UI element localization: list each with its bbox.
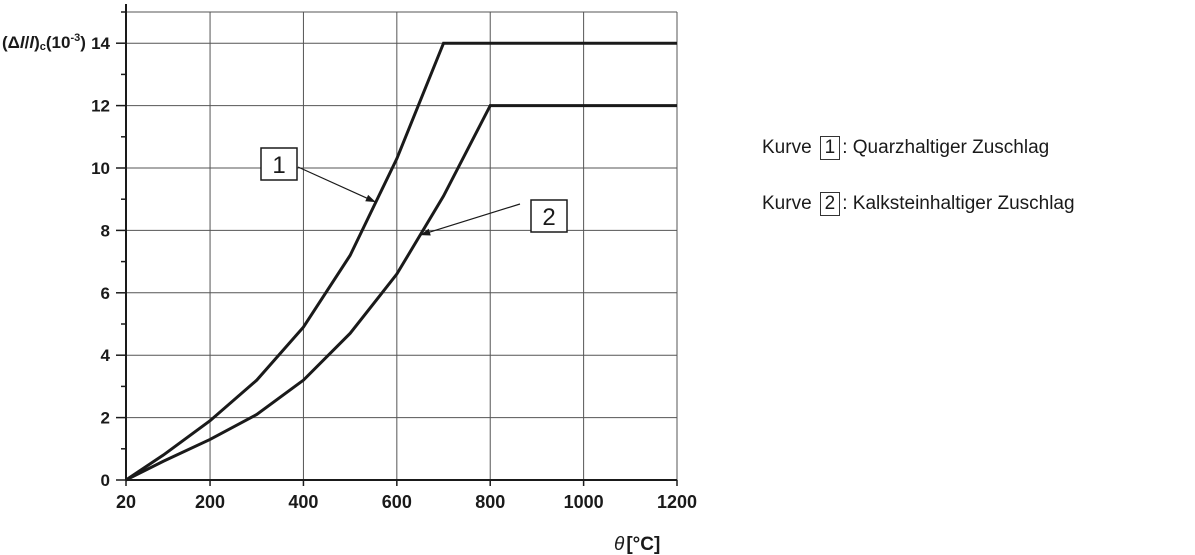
- annotation-box-2: [530, 199, 568, 233]
- x-tick-label: 20: [116, 492, 136, 512]
- series-line-2: [125, 104, 677, 482]
- legend-item-2: Kurve 2: Kalksteinhaltiger Zuschlag: [762, 192, 1075, 216]
- x-tick-label: 600: [382, 492, 412, 512]
- annotation-label-1: 1: [272, 152, 285, 179]
- series-lines: [125, 41, 677, 482]
- annotation-arrowhead-1: [365, 194, 376, 203]
- y-tick-label: 4: [101, 346, 111, 365]
- axes: [125, 4, 677, 481]
- legend-item-1: Kurve 1: Quarzhaltiger Zuschlag: [762, 136, 1049, 160]
- grid: [126, 11, 678, 480]
- x-axis-label: θ [°C]: [614, 534, 660, 555]
- y-tick-label: 2: [101, 409, 110, 428]
- annotation-arrowhead-2: [420, 228, 431, 236]
- y-tick-label: 0: [101, 471, 110, 490]
- x-tick-label: 1000: [564, 492, 604, 512]
- axis-labels: (Δl/l)c(10-3) θ [°C]: [2, 32, 660, 555]
- legend-box: 1: [819, 136, 841, 160]
- legend-text: : Kalksteinhaltiger Zuschlag: [842, 193, 1075, 214]
- y-axis-label: (Δl/l)c(10-3): [2, 32, 86, 53]
- legend-prefix: Kurve: [762, 137, 812, 158]
- curve-annotations: 12: [260, 147, 568, 236]
- y-tick-label: 6: [101, 284, 110, 303]
- y-tick-label: 8: [101, 221, 110, 240]
- annotation-box-1: [260, 147, 298, 181]
- y-tick-label: 14: [91, 34, 110, 53]
- legend-box: 2: [819, 192, 841, 216]
- x-tick-label: 200: [195, 492, 225, 512]
- x-tick-label: 1200: [657, 492, 697, 512]
- y-tick-label: 12: [91, 97, 110, 116]
- y-tick-label: 10: [91, 159, 110, 178]
- legend-text: : Quarzhaltiger Zuschlag: [842, 137, 1050, 158]
- x-tick-label: 800: [475, 492, 505, 512]
- annotation-label-2: 2: [542, 204, 555, 231]
- legend-prefix: Kurve: [762, 193, 812, 214]
- x-tick-label: 400: [288, 492, 318, 512]
- series-line-1: [125, 41, 677, 482]
- annotation-arrow-1: [297, 166, 377, 203]
- annotation-arrow-2: [419, 203, 521, 236]
